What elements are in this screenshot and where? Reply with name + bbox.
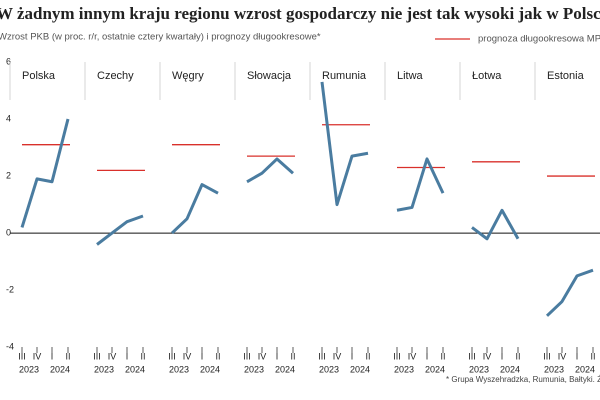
year-label: 2024 [200,364,220,374]
year-label: 2024 [350,364,370,374]
x-tick-label: I [351,351,354,361]
panel-title: Estonia [547,70,585,82]
x-tick-label: IV [333,351,342,361]
year-label: 2024 [575,364,595,374]
year-label: 2024 [275,364,295,374]
x-tick-label: II [140,351,145,361]
y-tick-label: -2 [6,284,14,294]
x-tick-label: II [290,351,295,361]
x-tick-label: II [215,351,220,361]
chart-title: W żadnym innym kraju regionu wzrost gosp… [0,4,600,23]
growth-line [320,81,369,207]
panel-title: Litwa [397,70,424,82]
x-tick-label: IV [33,351,42,361]
x-tick-label: IV [183,351,192,361]
x-tick-label: IV [408,351,417,361]
year-label: 2024 [425,364,445,374]
x-tick-label: I [576,351,579,361]
year-label: 2024 [125,364,145,374]
year-label: 2023 [394,364,414,374]
x-tick-label: II [515,351,520,361]
footnote: * Grupa Wyszehradzka, Rumunia, Bałtyki. … [446,375,600,384]
panel-title: Łotwa [472,70,502,82]
x-tick-label: II [590,351,595,361]
x-tick-label: I [501,351,504,361]
x-tick-label: III [18,351,26,361]
x-tick-label: I [126,351,129,361]
y-tick-label: -4 [6,342,14,352]
growth-line [20,118,70,228]
y-tick-label: 6 [6,56,11,66]
year-label: 2024 [500,364,520,374]
x-tick-label: IV [483,351,492,361]
x-tick-label: III [393,351,401,361]
x-tick-label: III [93,351,101,361]
chart-subtitle: Wzrost PKB (w proc. r/r, ostatnie cztery… [0,32,321,43]
panel-title: Słowacja [247,70,292,82]
panel-title: Rumunia [322,70,367,82]
year-label: 2023 [169,364,189,374]
year-label: 2024 [50,364,70,374]
x-tick-label: I [201,351,204,361]
x-tick-label: III [468,351,476,361]
x-tick-label: I [426,351,429,361]
year-label: 2023 [244,364,264,374]
y-tick-label: 2 [6,170,11,180]
x-tick-label: I [51,351,54,361]
year-label: 2023 [94,364,114,374]
panel-title: Węgry [172,70,204,82]
x-tick-label: III [543,351,551,361]
year-label: 2023 [319,364,339,374]
year-label: 2023 [544,364,564,374]
x-tick-label: IV [258,351,267,361]
y-tick-label: 0 [6,227,11,237]
x-tick-label: IV [558,351,567,361]
panel-title: Polska [22,70,56,82]
growth-line [170,183,219,235]
x-tick-label: II [365,351,370,361]
legend-label: prognoza długookresowa MPW [478,34,600,45]
x-tick-label: II [65,351,70,361]
x-tick-label: I [276,351,279,361]
y-tick-label: 4 [6,113,11,123]
x-tick-label: II [440,351,445,361]
growth-line [545,268,594,317]
year-label: 2023 [19,364,39,374]
x-tick-label: III [318,351,326,361]
x-tick-label: III [243,351,251,361]
growth-line [396,157,445,212]
panel-title: Czechy [97,70,134,82]
year-label: 2023 [469,364,489,374]
growth-line [471,208,520,241]
growth-line [96,214,144,246]
x-tick-label: IV [108,351,117,361]
growth-line [246,157,294,184]
x-tick-label: III [168,351,176,361]
